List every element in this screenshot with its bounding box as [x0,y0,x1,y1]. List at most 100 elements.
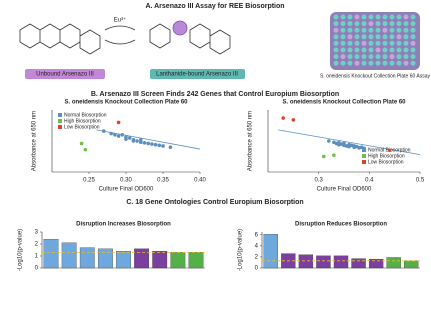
well [375,21,381,27]
point [321,154,326,159]
legend-swatch [362,154,366,158]
well [382,60,388,66]
point [157,143,162,148]
point [109,131,113,136]
well [333,47,339,53]
well [340,54,346,60]
well [333,60,339,66]
well [375,27,381,33]
point [146,141,150,146]
bar [368,258,384,269]
y-axis-label: Absorbance at 650 nm [248,111,254,171]
bar [116,251,131,269]
badge [25,69,105,79]
y-tick-label: 6 [255,232,259,238]
y-axis-label: -Log10(p-value) [18,229,24,271]
well [410,21,416,27]
legend-swatch [362,148,366,152]
bar [188,252,204,269]
well [333,40,339,46]
well [368,27,374,33]
point [327,139,331,143]
x-axis-label: Culture Final OD600 [317,187,372,193]
y-axis-label: Absorbance at 650 nm [32,111,38,171]
well [389,34,395,40]
wells [333,14,416,66]
well [333,21,339,27]
well [354,21,360,27]
well [347,40,353,46]
point [161,144,165,148]
well [340,14,346,20]
well [354,40,360,46]
well [389,54,395,60]
point [139,140,143,145]
well [403,54,409,60]
well [354,54,360,60]
well [396,14,402,20]
panel-title: B. Arsenazo III Screen Finds 242 Genes t… [91,91,339,98]
well [375,34,381,40]
point [127,136,132,140]
well [396,34,402,40]
x-tick-label: 0.40 [194,178,206,184]
point [120,133,125,137]
well [396,47,402,53]
point [387,148,392,153]
well [368,34,374,40]
y-tick-label: 2 [255,255,259,261]
well [410,14,416,20]
well [375,40,381,46]
point [79,141,84,146]
badge-label: Unbound Arsenazo III [36,72,94,78]
well [354,27,360,33]
well [389,27,395,33]
point [116,120,121,125]
well [368,60,374,66]
y-tick-label: 0 [35,266,39,272]
well [403,21,409,27]
legend-label: High Biosorption [64,118,101,124]
bar [97,248,113,269]
point [139,137,143,142]
bound-molecule [149,20,231,55]
well [382,47,388,53]
well [382,14,388,20]
well [354,60,360,66]
point [135,139,139,143]
fit-line [96,129,201,150]
well [368,40,374,46]
well [375,54,381,60]
bar [170,252,186,269]
well [403,34,409,40]
well [340,27,346,33]
arrow [104,25,136,45]
bar [404,260,419,269]
legend-label: High Biosorption [368,153,405,159]
bar [351,258,366,269]
bar [61,242,77,269]
bar [43,239,59,269]
x-tick-label: 0.5 [416,178,425,184]
legend-label: Low Biosorption [64,124,100,130]
bar [152,251,168,269]
well [410,54,416,60]
well [361,27,367,33]
point [291,118,296,122]
bar [263,234,278,269]
y-tick-label: 4 [255,243,259,249]
y-axis-label: -Log10(p-value) [238,229,244,271]
well [382,54,388,60]
badge [150,69,245,79]
ion-label: Eu³⁺ [114,17,127,24]
y-tick-label: 1 [35,254,39,260]
well [361,60,367,66]
bar [316,255,331,269]
well [375,14,381,20]
well [410,27,416,33]
point [281,116,286,120]
well [396,60,402,66]
x-tick-label: 0.4 [365,178,374,184]
well [403,47,409,53]
well [361,34,367,40]
